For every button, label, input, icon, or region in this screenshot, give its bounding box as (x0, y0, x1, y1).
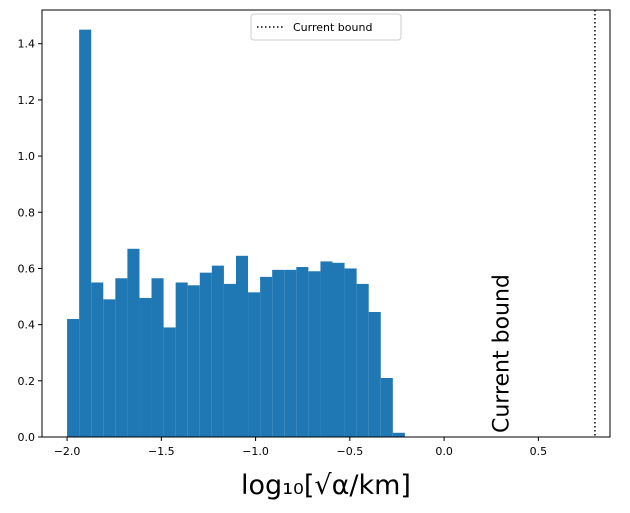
bar (260, 276, 273, 437)
bar (79, 29, 92, 437)
plot-frame (41, 9, 611, 438)
bar (320, 261, 333, 437)
bar (332, 262, 345, 437)
bar (175, 282, 188, 437)
bar (187, 285, 200, 437)
bar (127, 248, 140, 437)
bar (235, 255, 249, 437)
bar (211, 265, 224, 437)
bar (392, 432, 405, 437)
bar (67, 319, 80, 437)
x-tick-label: 0.5 (530, 445, 548, 458)
y-tick-label: 0.6 (18, 262, 36, 275)
x-tick-label: −1.0 (242, 445, 269, 458)
x-tick-label: −1.5 (148, 445, 175, 458)
y-tick-label: 0.0 (18, 431, 36, 444)
bar (296, 267, 309, 437)
bar (103, 299, 116, 437)
bar (380, 378, 393, 437)
y-tick-label: 1.2 (18, 94, 36, 107)
bar (199, 272, 212, 437)
annotation: Current bound (490, 274, 515, 433)
bar (284, 269, 297, 437)
bar (308, 271, 321, 437)
bar (272, 269, 285, 437)
x-tick-label: 0.0 (435, 445, 453, 458)
y-tick-label: 0.4 (18, 319, 36, 332)
bar (356, 283, 369, 437)
bar (344, 268, 357, 437)
bar (151, 278, 164, 437)
legend-label: Current bound (293, 21, 372, 34)
bar (115, 278, 128, 437)
x-axis-label: log₁₀[√α/km] (241, 470, 411, 501)
y-tick-label: 0.8 (18, 206, 36, 219)
bar (91, 282, 104, 437)
y-tick-label: 1.0 (18, 150, 36, 163)
x-tick-label: −2.0 (54, 445, 81, 458)
bar (223, 283, 236, 437)
bar (139, 297, 152, 437)
y-tick-label: 1.4 (18, 38, 36, 51)
y-tick-label: 0.2 (18, 375, 36, 388)
bar (163, 327, 176, 437)
bar (368, 311, 381, 437)
x-tick-label: −0.5 (336, 445, 363, 458)
legend: Current bound (250, 13, 402, 41)
legend-box (250, 13, 402, 41)
bar (248, 292, 261, 437)
